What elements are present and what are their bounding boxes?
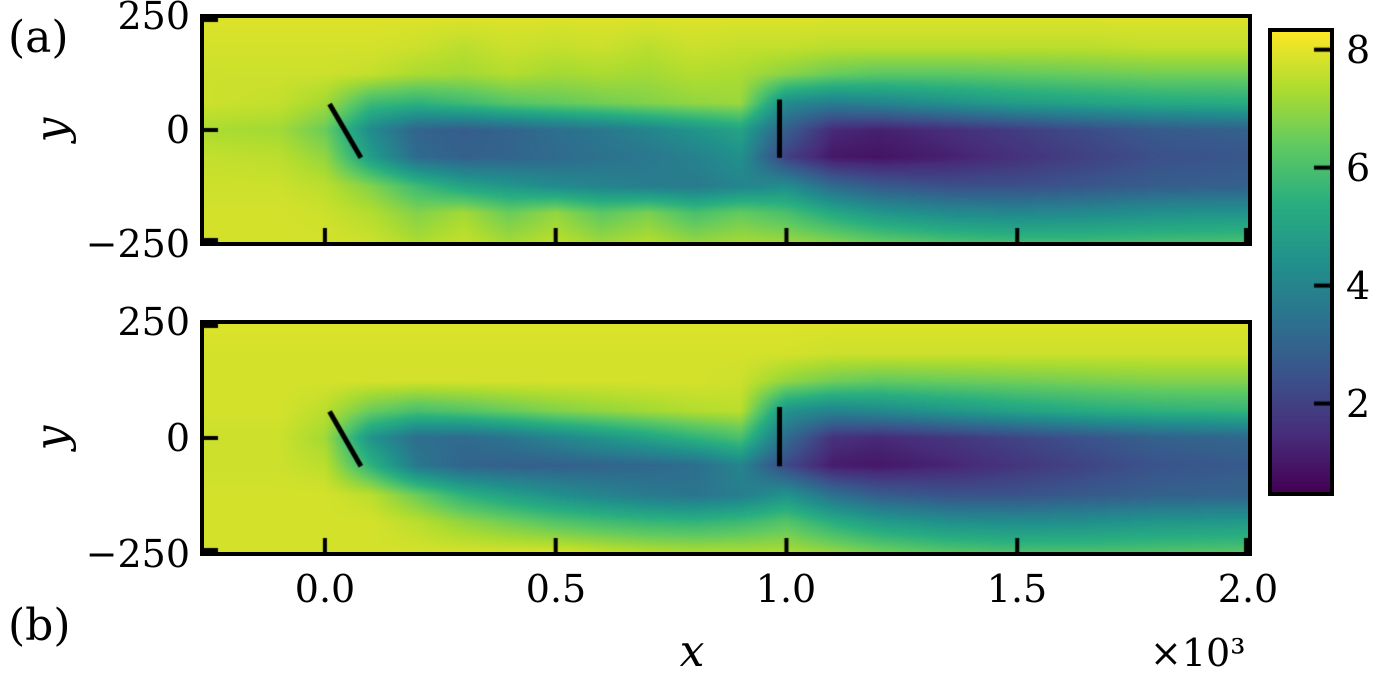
colorbar-tick-label: 4 bbox=[1346, 264, 1371, 308]
colorbar bbox=[1268, 28, 1334, 496]
y-axis-label-b: y bbox=[26, 425, 77, 451]
x-tick-label: 1.0 bbox=[755, 567, 817, 611]
x-axis-multiplier: ×10³ bbox=[1150, 631, 1246, 675]
x-tick-label: 2.0 bbox=[1217, 567, 1279, 611]
y-tick-label: −250 bbox=[85, 532, 190, 576]
colorbar-tick-label: 6 bbox=[1346, 146, 1371, 190]
colorbar-canvas bbox=[1272, 32, 1330, 492]
y-axis-label-a: y bbox=[26, 117, 77, 143]
y-tick-label: −250 bbox=[85, 222, 190, 266]
colorbar-tick-label: 8 bbox=[1346, 28, 1371, 72]
panel-a-label: (a) bbox=[8, 12, 69, 63]
y-tick-label: 0 bbox=[165, 416, 190, 460]
colorbar-tick-label: 2 bbox=[1346, 382, 1371, 426]
y-tick-label: 250 bbox=[117, 0, 190, 38]
panel-b-label: (b) bbox=[8, 600, 71, 651]
y-tick-label: 250 bbox=[117, 300, 190, 344]
heatmap-panel-a bbox=[200, 14, 1252, 246]
heatmap-panel-a-canvas bbox=[204, 18, 1248, 242]
heatmap-panel-b-canvas bbox=[204, 324, 1248, 552]
x-axis-label: x bbox=[679, 626, 705, 677]
x-tick-label: 1.5 bbox=[986, 567, 1048, 611]
x-tick-label: 0.0 bbox=[294, 567, 356, 611]
y-tick-label: 0 bbox=[165, 108, 190, 152]
heatmap-panel-b bbox=[200, 320, 1252, 556]
x-tick-label: 0.5 bbox=[525, 567, 587, 611]
